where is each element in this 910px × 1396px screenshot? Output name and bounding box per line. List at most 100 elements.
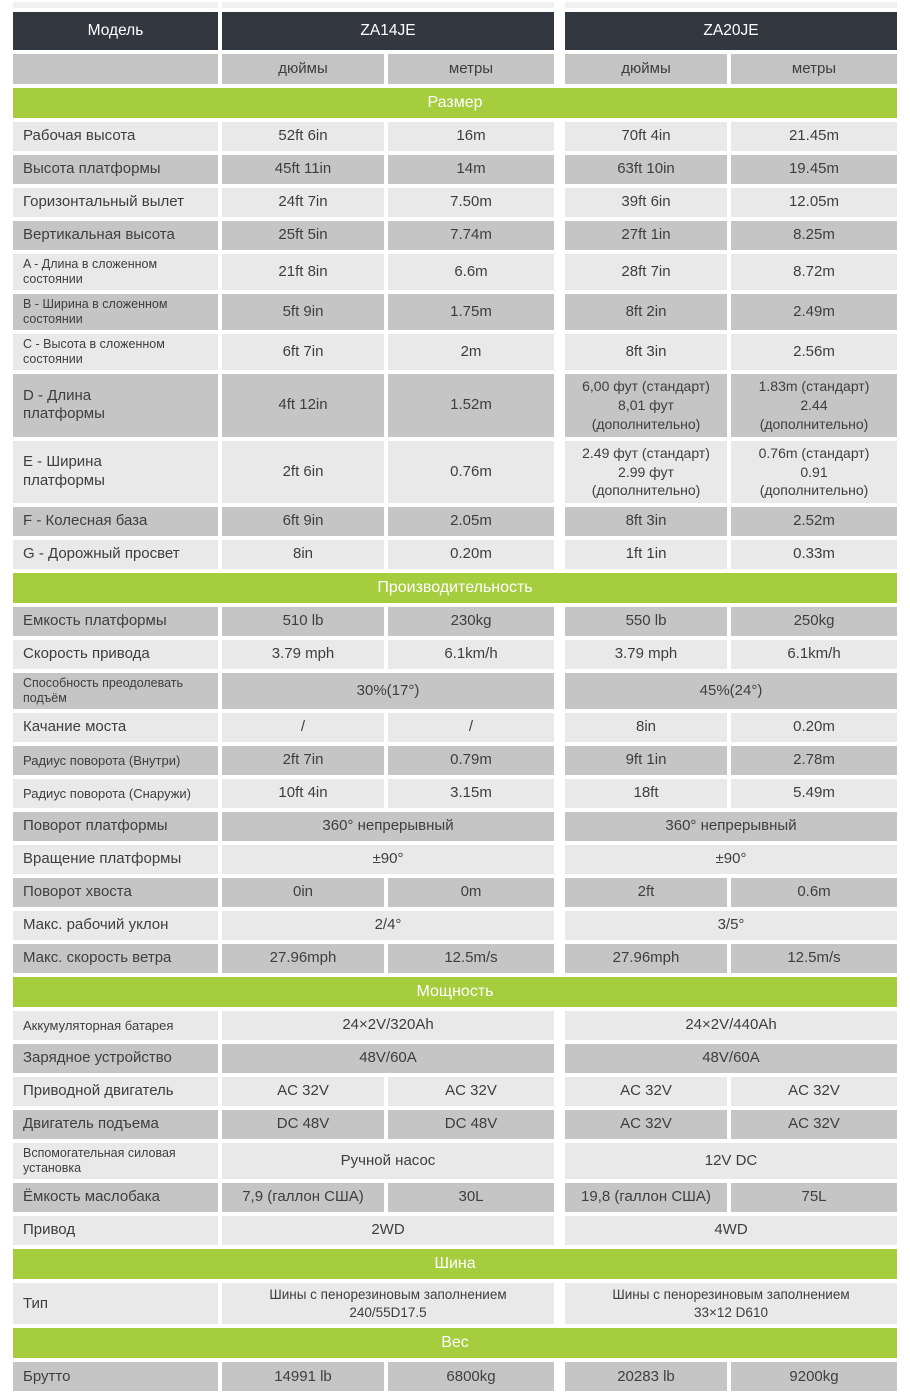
value-cell: / — [222, 713, 384, 743]
row-label: G - Дорожный просвет — [13, 540, 218, 570]
value-cell: 27ft 1in — [565, 221, 727, 250]
value-cell: 0.20m — [388, 540, 554, 570]
value-cell: 0m — [388, 878, 554, 908]
value-cell: 250kg — [731, 607, 897, 637]
value-cell: 510 lb — [222, 607, 384, 637]
row-label: Ёмкость маслобака — [13, 1183, 218, 1213]
value-cell: AC 32V — [388, 1077, 554, 1107]
value-cell: 6.6m — [388, 254, 554, 290]
value-cell: DC 48V — [222, 1110, 384, 1140]
value-cell: 19,8 (галлон США) — [565, 1183, 727, 1213]
value-cell: 2ft 7in — [222, 746, 384, 776]
value-cell: 24×2V/320Ah — [222, 1011, 554, 1041]
row-label: Радиус поворота (Внутри) — [13, 746, 218, 776]
value-cell: 12.5m/s — [731, 944, 897, 974]
value-cell: ±90° — [222, 845, 554, 875]
value-cell: 3.79 mph — [222, 640, 384, 670]
value-cell: 14991 lb — [222, 1362, 384, 1392]
value-cell: 4ft 12in — [222, 374, 384, 437]
row-label: Вспомогательная силовая установка — [13, 1143, 218, 1180]
table-row: Способность преодолевать подъём 30%(17°) 4… — [13, 673, 897, 710]
value-cell: 7,9 (галлон США) — [222, 1183, 384, 1213]
value-cell: 30L — [388, 1183, 554, 1213]
row-label: Радиус поворота (Снаружи) — [13, 779, 218, 809]
value-cell: 3.15m — [388, 779, 554, 809]
value-cell: AC 32V — [731, 1110, 897, 1140]
value-cell: 28ft 7in — [565, 254, 727, 290]
value-cell: 10ft 4in — [222, 779, 384, 809]
value-cell: 5ft 9in — [222, 294, 384, 330]
value-cell: 39ft 6in — [565, 188, 727, 217]
value-cell: 0.6m — [731, 878, 897, 908]
model-za20je-header: ZA20JE — [565, 12, 897, 50]
table-row: Ёмкость маслобака 7,9 (галлон США) 30L 19,8… — [13, 1183, 897, 1213]
table-row: C - Высота в сложенном состоянии 6ft 7in 2… — [13, 334, 897, 370]
value-cell: 2.56m — [731, 334, 897, 370]
section-header: Шина — [13, 1249, 897, 1280]
table-row: B - Ширина в сложенном состоянии 5ft 9in 1… — [13, 294, 897, 330]
table-header-row: Модель ZA14JE ZA20JE — [13, 12, 897, 50]
value-cell: 0.76m (стандарт) 0.91 (дополнительно) — [731, 440, 897, 504]
value-cell: 6,00 фут (стандарт) 8,01 фут (дополнител… — [565, 374, 727, 437]
table-row: Рабочая высота 52ft 6in 16m 70ft 4in 21.45m — [13, 122, 897, 151]
table-row: Качание моста //8in 0.20m — [13, 713, 897, 743]
row-label: Макс. рабочий уклон — [13, 911, 218, 941]
row-label: Аккумуляторная батарея — [13, 1011, 218, 1041]
value-cell: 9200kg — [731, 1362, 897, 1392]
table-row: Скорость привода 3.79 mph 6.1km/h 3.79 mph 6… — [13, 640, 897, 670]
value-cell: 19.45m — [731, 155, 897, 184]
value-cell: 45ft 11in — [222, 155, 384, 184]
value-cell: 8.72m — [731, 254, 897, 290]
row-label: Тип — [13, 1283, 218, 1325]
value-cell: 1.75m — [388, 294, 554, 330]
table-row: F - Колесная база 6ft 9in 2.05m 8ft 3in 2.52… — [13, 507, 897, 537]
value-cell: 8ft 2in — [565, 294, 727, 330]
value-cell: 7.50m — [388, 188, 554, 217]
section-row: Производительность — [13, 573, 897, 604]
top-strip — [13, 2, 897, 8]
value-cell: 24ft 7in — [222, 188, 384, 217]
value-cell: 9ft 1in — [565, 746, 727, 776]
value-cell: 6ft 7in — [222, 334, 384, 370]
section-row: Размер — [13, 88, 897, 118]
value-cell: 4WD — [565, 1216, 897, 1246]
table-row: Радиус поворота (Снаружи) 10ft 4in 3.15m 18… — [13, 779, 897, 809]
value-cell: 0.20m — [731, 713, 897, 743]
row-label: Поворот хвоста — [13, 878, 218, 908]
value-cell: DC 48V — [388, 1110, 554, 1140]
spec-table: Модель ZA14JE ZA20JE дюймы метры дюймы м… — [13, 0, 897, 1392]
section-row: Вес — [13, 1328, 897, 1359]
table-row: Привод 2WD 4WD — [13, 1216, 897, 1246]
value-cell: Ручной насос — [222, 1143, 554, 1180]
table-row: Брутто 14991 lb 6800kg 20283 lb 9200kg — [13, 1362, 897, 1392]
value-cell: 12.05m — [731, 188, 897, 217]
table-row: Вспомогательная силовая установка Ручной … — [13, 1143, 897, 1180]
table-row: Вертикальная высота 25ft 5in 7.74m 27ft 1in… — [13, 221, 897, 250]
table-row: Радиус поворота (Внутри) 2ft 7in 0.79m 9ft … — [13, 746, 897, 776]
row-label: Брутто — [13, 1362, 218, 1392]
value-cell: 2.05m — [388, 507, 554, 537]
row-label: Вертикальная высота — [13, 221, 218, 250]
units-cell-meters-1: метры — [388, 54, 554, 84]
value-cell: 18ft — [565, 779, 727, 809]
model-header-cell: Модель — [13, 12, 218, 50]
row-label: B - Ширина в сложенном состоянии — [13, 294, 218, 330]
value-cell: 550 lb — [565, 607, 727, 637]
section-header: Мощность — [13, 977, 897, 1008]
table-row: A - Длина в сложенном состоянии 21ft 8in 6… — [13, 254, 897, 290]
value-cell: 2/4° — [222, 911, 554, 941]
row-label: Способность преодолевать подъём — [13, 673, 218, 710]
table-row: Приводной двигатель AC 32V AC 32V AC 32V AC … — [13, 1077, 897, 1107]
value-cell: 12V DC — [565, 1143, 897, 1180]
value-cell: 6.1km/h — [731, 640, 897, 670]
top-strip-segment — [222, 2, 554, 8]
value-cell: 8.25m — [731, 221, 897, 250]
value-cell: 2m — [388, 334, 554, 370]
top-strip-segment — [565, 2, 897, 8]
value-cell: 6.1km/h — [388, 640, 554, 670]
value-cell: 25ft 5in — [222, 221, 384, 250]
model-za14je-header: ZA14JE — [222, 12, 554, 50]
section-header: Размер — [13, 88, 897, 118]
table-body: Размер Рабочая высота 52ft 6in 16m 70ft 4in 2… — [13, 88, 897, 1392]
value-cell: 14m — [388, 155, 554, 184]
